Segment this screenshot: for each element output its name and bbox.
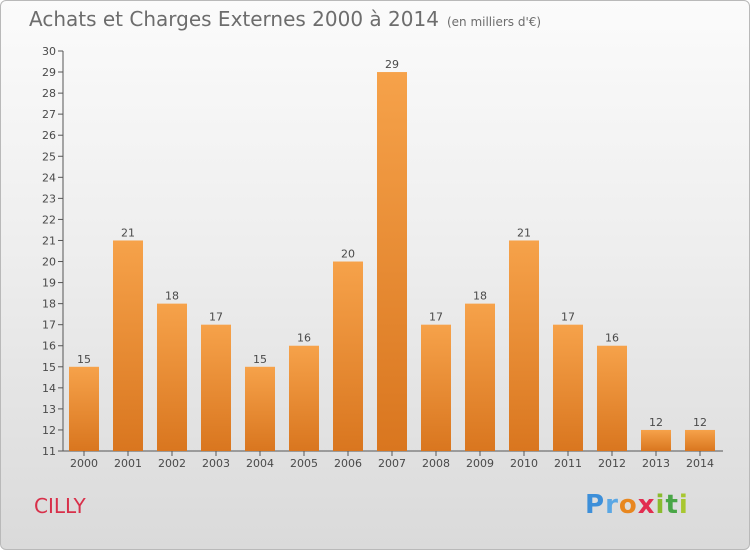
- y-tick-label: 27: [42, 108, 56, 121]
- x-tick-label: 2009: [466, 457, 494, 470]
- y-tick-label: 26: [42, 129, 56, 142]
- data-label: 12: [649, 416, 663, 429]
- y-tick-label: 22: [42, 213, 56, 226]
- x-tick-label: 2004: [246, 457, 274, 470]
- data-label: 18: [165, 290, 179, 303]
- y-tick-label: 23: [42, 192, 56, 205]
- data-label: 12: [693, 416, 707, 429]
- chart-unit: (en milliers d'€): [446, 15, 542, 29]
- bar-2013: [641, 429, 671, 451]
- x-tick-label: 2012: [598, 457, 626, 470]
- x-tick-label: 2001: [114, 457, 142, 470]
- y-tick-label: 11: [42, 445, 56, 458]
- y-tick-label: 18: [42, 298, 56, 311]
- data-label: 29: [385, 58, 399, 71]
- bar-2012: [597, 345, 627, 451]
- x-tick-label: 2005: [290, 457, 318, 470]
- x-tick-label: 2014: [686, 457, 714, 470]
- proxiti-logo: Proxiti: [585, 490, 689, 520]
- y-tick-label: 20: [42, 256, 56, 269]
- x-tick-label: 2013: [642, 457, 670, 470]
- y-tick-label: 25: [42, 150, 56, 163]
- y-tick-label: 13: [42, 403, 56, 416]
- y-tick-label: 15: [42, 361, 56, 374]
- data-label: 16: [605, 332, 619, 345]
- x-tick-label: 2002: [158, 457, 186, 470]
- bar-2007: [377, 72, 407, 451]
- y-tick-label: 19: [42, 277, 56, 290]
- y-tick-label: 12: [42, 424, 56, 437]
- bar-2014: [685, 429, 715, 451]
- y-tick-label: 28: [42, 87, 56, 100]
- x-tick-label: 2010: [510, 457, 538, 470]
- bar-2003: [201, 324, 231, 451]
- data-label: 21: [121, 226, 135, 239]
- bar-2005: [289, 345, 319, 451]
- bar-2002: [157, 303, 187, 451]
- bar-2001: [113, 240, 143, 451]
- x-tick-label: 2000: [70, 457, 98, 470]
- data-label: 18: [473, 290, 487, 303]
- data-label: 15: [77, 353, 91, 366]
- data-label: 21: [517, 226, 531, 239]
- data-label: 15: [253, 353, 267, 366]
- bar-2011: [553, 324, 583, 451]
- x-tick-label: 2006: [334, 457, 362, 470]
- data-label: 17: [561, 311, 575, 324]
- commune-name: CILLY: [34, 494, 86, 518]
- chart-title: Achats et Charges Externes 2000 à 2014 (e…: [29, 7, 541, 31]
- bar-2010: [509, 240, 539, 451]
- y-tick-label: 16: [42, 340, 56, 353]
- y-tick-label: 30: [42, 45, 56, 58]
- bar-2000: [69, 366, 99, 451]
- chart-title-text: Achats et Charges Externes 2000 à 2014: [29, 7, 439, 31]
- x-tick-label: 2003: [202, 457, 230, 470]
- y-tick-label: 21: [42, 234, 56, 247]
- bar-2006: [333, 261, 363, 451]
- bar-2004: [245, 366, 275, 451]
- x-tick-label: 2007: [378, 457, 406, 470]
- y-tick-label: 24: [42, 171, 56, 184]
- y-tick-label: 14: [42, 382, 56, 395]
- bar-2008: [421, 324, 451, 451]
- data-label: 20: [341, 248, 355, 261]
- data-label: 16: [297, 332, 311, 345]
- bar-2009: [465, 303, 495, 451]
- x-tick-label: 2011: [554, 457, 582, 470]
- y-tick-label: 17: [42, 319, 56, 332]
- x-tick-label: 2008: [422, 457, 450, 470]
- data-label: 17: [429, 311, 443, 324]
- y-tick-label: 29: [42, 66, 56, 79]
- data-label: 17: [209, 311, 223, 324]
